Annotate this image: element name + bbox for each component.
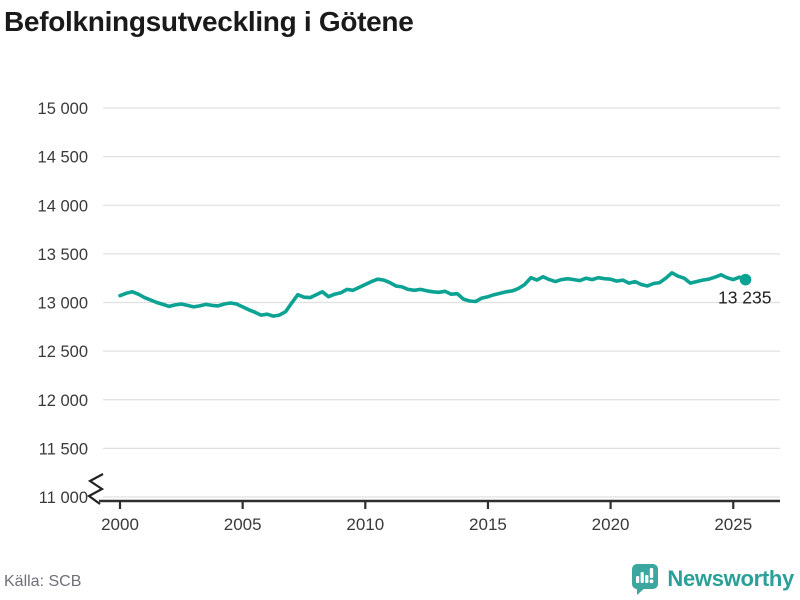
x-axis-tick-label: 2000 [101,515,139,534]
y-axis-tick-label: 11 000 [39,489,88,507]
x-axis-tick-label: 2015 [469,515,507,534]
y-axis-tick-label: 14 000 [38,197,88,215]
y-axis-tick-label: 12 500 [38,343,88,361]
y-axis-tick-label: 14 500 [38,149,88,167]
newsworthy-branding: Newsworthy [629,562,794,596]
newsworthy-logo-icon [632,564,659,595]
population-series-line [118,270,748,318]
x-axis-tick-label: 2010 [346,515,384,534]
newsworthy-wordmark: Newsworthy [667,566,794,591]
end-value-label: 13 235 [718,288,772,308]
source-note: Källa: SCB [4,573,82,590]
y-axis-tick-label: 13 000 [38,295,88,313]
y-axis-tick-label: 15 000 [38,100,88,118]
x-axis-tick-label: 2025 [714,515,752,534]
gridlines [103,107,780,498]
line-chart-canvas: 15 000 14 500 14 000 13 500 13 000 12 500 12 0… [38,100,780,534]
x-axis-tick-label: 2005 [224,515,262,534]
y-axis-tick-label: 13 500 [38,246,88,264]
series-end-dot [739,273,752,286]
y-axis-tick-label: 12 000 [38,392,88,410]
y-axis-tick-label: 11 500 [39,440,88,458]
y-axis-break-icon [86,473,105,505]
x-axis-tick-label: 2020 [592,515,630,534]
page-title: Befolkningsutveckling i Götene [4,6,414,37]
